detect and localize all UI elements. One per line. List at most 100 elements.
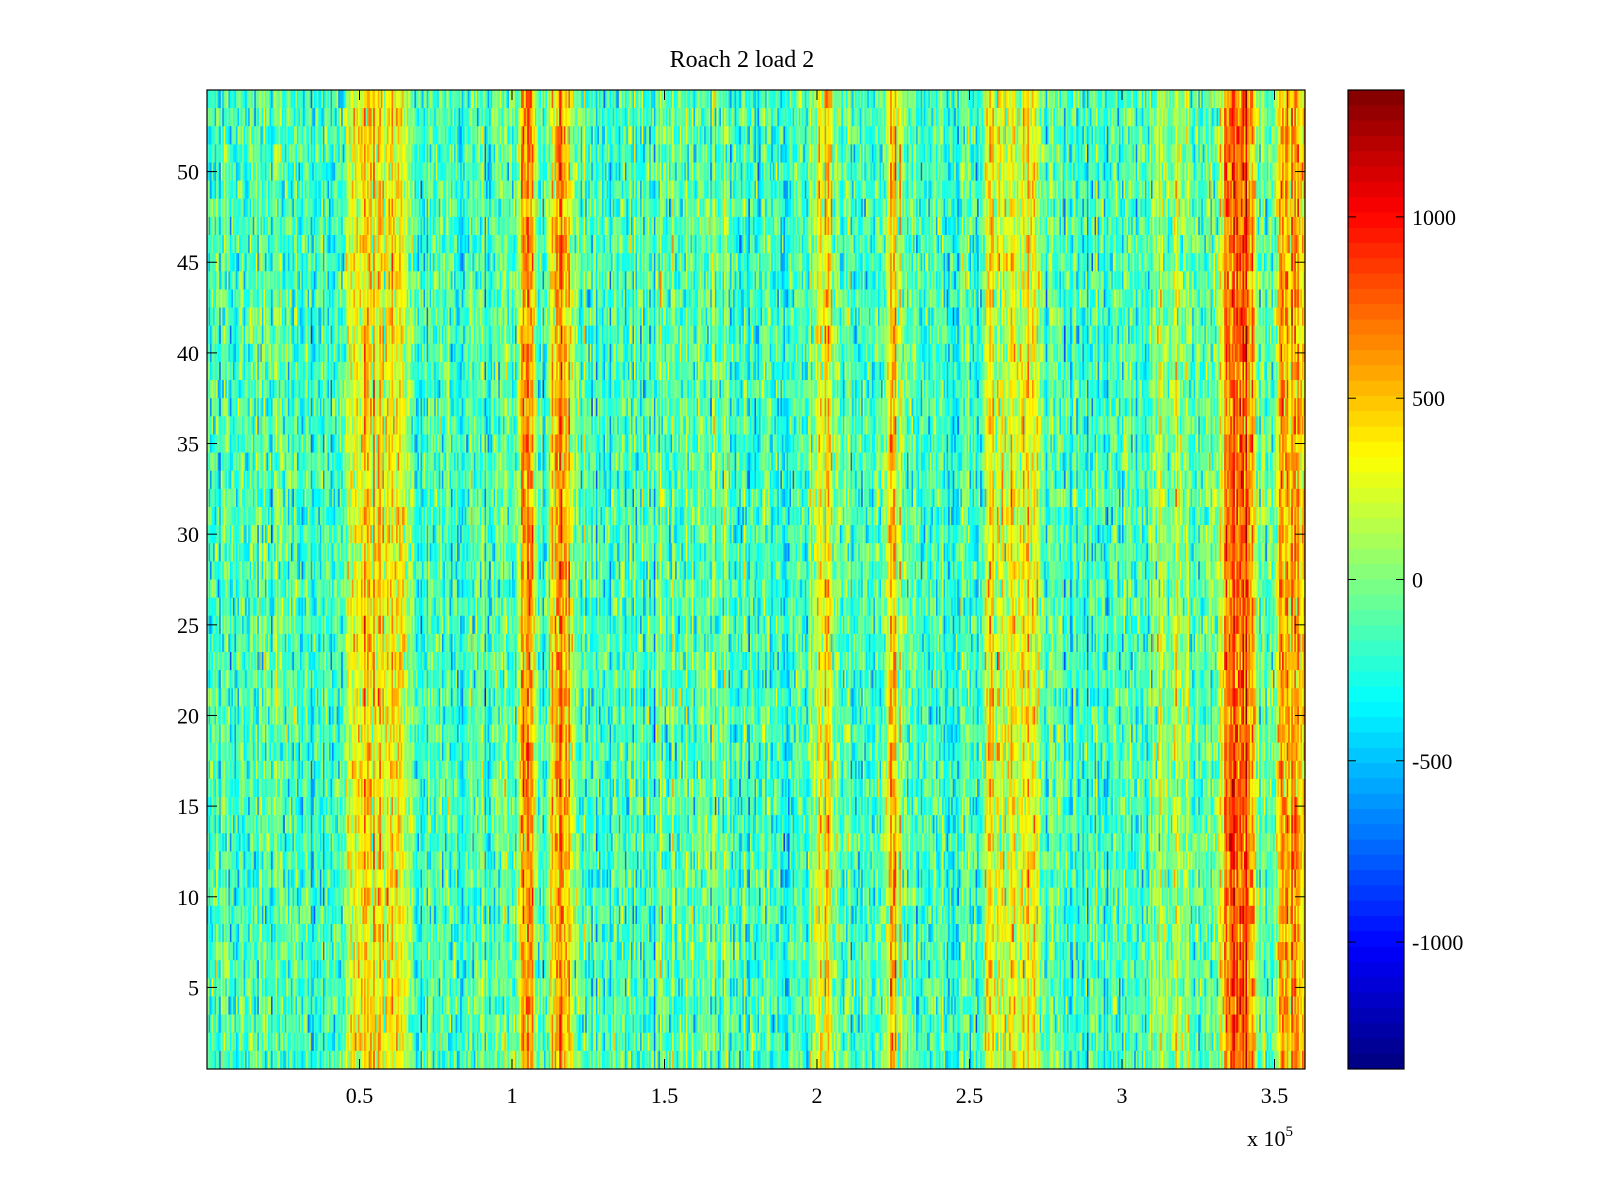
- heatmap-cell: [1144, 108, 1147, 127]
- heatmap-cell: [1247, 90, 1249, 109]
- heatmap-cell: [414, 90, 417, 109]
- heatmap-cell: [391, 126, 394, 145]
- heatmap-cell: [515, 90, 517, 109]
- heatmap-cell: [550, 108, 553, 127]
- heatmap-cell: [871, 108, 874, 127]
- heatmap-cell: [1065, 90, 1068, 109]
- heatmap-cell: [278, 126, 281, 145]
- heatmap-cell: [649, 108, 652, 127]
- heatmap-cell: [803, 108, 806, 127]
- heatmap-cell: [269, 126, 272, 145]
- heatmap-cell: [556, 108, 559, 127]
- heatmap-cell: [601, 108, 604, 127]
- heatmap-cell: [1016, 90, 1019, 109]
- heatmap-cell: [887, 108, 890, 127]
- heatmap-cell: [220, 90, 223, 109]
- heatmap-cell: [823, 108, 826, 127]
- heatmap-cell: [522, 108, 525, 127]
- heatmap-cell: [237, 90, 240, 109]
- heatmap-cell: [268, 90, 270, 109]
- heatmap-cell: [426, 108, 429, 127]
- heatmap-cell: [1225, 90, 1228, 109]
- heatmap-cell: [1036, 90, 1039, 109]
- heatmap-cell: [615, 108, 618, 127]
- heatmap-cell: [1291, 108, 1294, 127]
- heatmap-cell: [1283, 108, 1286, 127]
- heatmap-cell: [510, 90, 513, 109]
- heatmap-cell: [385, 108, 388, 127]
- heatmap-cell: [441, 90, 444, 109]
- heatmap-cell: [438, 90, 441, 109]
- heatmap-cell: [1239, 108, 1242, 127]
- heatmap-cell: [763, 108, 766, 127]
- heatmap-cell: [1062, 108, 1065, 127]
- heatmap-cell: [914, 90, 917, 109]
- heatmap-cell: [839, 90, 842, 109]
- heatmap-cell: [664, 90, 667, 109]
- heatmap-cell: [672, 90, 675, 109]
- heatmap-cell: [359, 108, 362, 127]
- heatmap-cell: [679, 108, 682, 127]
- heatmap-cell: [457, 90, 460, 109]
- heatmap-cell: [1288, 108, 1291, 127]
- heatmap-cell: [1248, 108, 1251, 127]
- heatmap-cell: [902, 90, 905, 109]
- heatmap-cell: [626, 108, 629, 127]
- heatmap-cell: [1266, 90, 1269, 109]
- heatmap-cell: [498, 108, 501, 127]
- heatmap-cell: [379, 126, 382, 145]
- heatmap-cell: [669, 90, 671, 109]
- heatmap-cell: [592, 90, 595, 109]
- heatmap-cell: [656, 108, 659, 127]
- heatmap-cell: [984, 90, 987, 109]
- heatmap-cell: [1250, 90, 1253, 109]
- heatmap-cell: [289, 90, 292, 109]
- heatmap-cell: [239, 90, 241, 109]
- heatmap-cell: [357, 90, 360, 109]
- heatmap-cell: [481, 108, 484, 127]
- heatmap-cell: [728, 90, 731, 109]
- heatmap-cell: [1118, 108, 1121, 127]
- heatmap-cell: [928, 90, 931, 109]
- heatmap-cell: [344, 108, 347, 127]
- heatmap-cell: [1006, 108, 1009, 127]
- heatmap-cell: [327, 126, 330, 145]
- heatmap-cell: [1038, 90, 1041, 109]
- heatmap-cell: [1048, 108, 1051, 127]
- heatmap-cell: [807, 90, 810, 109]
- heatmap-cell: [1295, 90, 1298, 109]
- heatmap-cell: [487, 90, 490, 109]
- heatmap-cell: [1146, 108, 1149, 127]
- heatmap-cell: [569, 108, 572, 127]
- heatmap-cell: [1051, 90, 1054, 109]
- heatmap-cell: [583, 108, 586, 127]
- heatmap-cell: [350, 90, 353, 109]
- heatmap-cell: [371, 108, 374, 127]
- heatmap-cell: [772, 90, 775, 109]
- heatmap-cell: [653, 108, 656, 127]
- heatmap-cell: [217, 108, 220, 127]
- heatmap-cell: [315, 108, 318, 127]
- heatmap-cell: [1147, 108, 1150, 127]
- heatmap-cell: [380, 90, 383, 109]
- heatmap-cell: [595, 108, 598, 127]
- heatmap-cell: [1175, 90, 1178, 109]
- heatmap-cell: [484, 108, 487, 127]
- heatmap-cell: [1190, 90, 1193, 109]
- heatmap-cell: [1004, 108, 1007, 127]
- heatmap-cell: [388, 126, 391, 145]
- heatmap-cell: [1274, 90, 1277, 109]
- heatmap-cell: [301, 90, 304, 109]
- heatmap-cell: [926, 90, 929, 109]
- heatmap-cell: [1215, 90, 1217, 109]
- heatmap-cell: [364, 108, 366, 127]
- heatmap-cell: [271, 90, 273, 109]
- heatmap-cell: [394, 90, 397, 109]
- heatmap-cell: [373, 108, 376, 127]
- heatmap-cell: [1030, 108, 1033, 127]
- heatmap-cell: [449, 90, 452, 109]
- heatmap-cell: [1003, 108, 1005, 127]
- heatmap-cell: [643, 108, 646, 127]
- heatmap-cell: [955, 108, 958, 127]
- heatmap-cell: [1004, 90, 1007, 109]
